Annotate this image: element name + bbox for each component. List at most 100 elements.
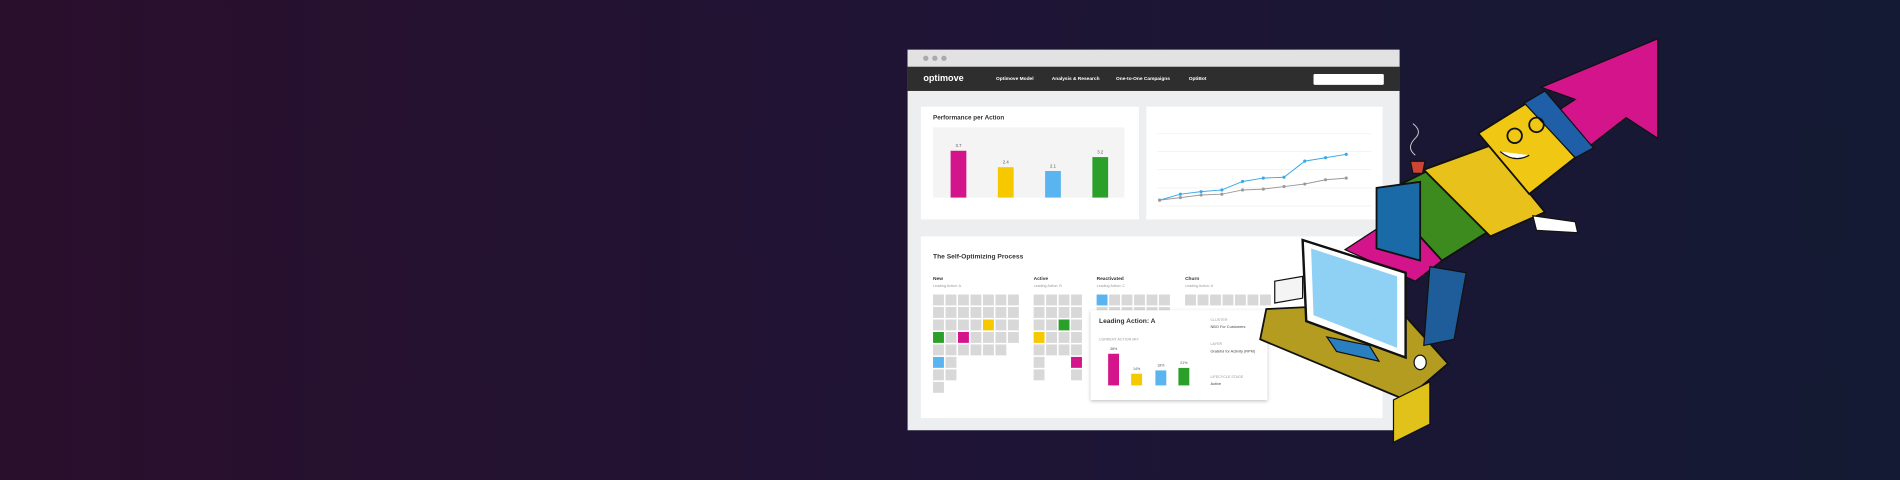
- grid-cell: [995, 307, 1007, 318]
- grid-cell: [945, 319, 957, 331]
- grid-cell: [970, 307, 982, 318]
- trend-point: [1178, 192, 1182, 196]
- grid-cell: [1134, 294, 1145, 306]
- illustration: [1259, 37, 1659, 444]
- field-label: LAYER: [1211, 342, 1223, 346]
- bar: [950, 150, 967, 198]
- grid-cell: [933, 356, 944, 368]
- logo[interactable]: optimove: [923, 73, 963, 83]
- trend-point: [1303, 159, 1307, 163]
- grid-cell: [1197, 294, 1209, 306]
- card-title: The Self-Optimizing Process: [933, 254, 1024, 261]
- field-label: CLUSTER: [1211, 318, 1228, 322]
- grid-cell: [982, 331, 994, 343]
- bar-value: 3.2: [1097, 149, 1104, 154]
- grid-cell: [1058, 319, 1070, 331]
- grid-cell: [1046, 294, 1057, 306]
- grid-cell: [957, 307, 969, 318]
- grid-cell: [1058, 294, 1070, 306]
- steam: [1409, 123, 1419, 156]
- grid-cell: [933, 307, 944, 318]
- grid-cell: [945, 356, 957, 368]
- grid-cell: [933, 294, 944, 306]
- grid-cell: [945, 344, 957, 356]
- nav-item[interactable]: Analysis & Research: [1052, 76, 1100, 82]
- grid-cell: [970, 344, 982, 356]
- bar-value: 2.4: [1003, 159, 1010, 164]
- grid-cell: [945, 294, 957, 306]
- grid-cell: [1058, 344, 1070, 356]
- stage-leading: Leading Action: A: [933, 284, 962, 288]
- keyboard: [1325, 336, 1381, 363]
- trend-point: [1282, 184, 1286, 189]
- trend-point: [1344, 176, 1348, 180]
- grid-cell: [970, 319, 982, 331]
- card-title: Performance per Action: [933, 114, 1004, 121]
- nav-item[interactable]: OptiBot: [1189, 76, 1207, 82]
- field-value: Active: [1211, 381, 1222, 386]
- bar: [1131, 373, 1143, 386]
- bar-value: 18%: [1157, 364, 1165, 368]
- grid-cell: [1159, 294, 1170, 306]
- glasses: [1506, 127, 1523, 144]
- grid-cell: [933, 381, 944, 393]
- nav-item[interactable]: Optimove Model: [996, 76, 1034, 82]
- book: [1375, 180, 1422, 262]
- sleeve: [1532, 215, 1579, 234]
- trend-point: [1199, 190, 1203, 194]
- trend-point: [1344, 152, 1348, 156]
- grid-cell: [982, 319, 994, 331]
- smile: [1499, 151, 1530, 160]
- grid-cell: [945, 369, 957, 381]
- trend-point: [1199, 193, 1203, 197]
- search-box[interactable]: [1313, 73, 1384, 85]
- grid-cell: [1071, 369, 1082, 381]
- torso: [1422, 144, 1547, 238]
- grid-cell: [1185, 294, 1196, 306]
- trend-point: [1158, 198, 1162, 202]
- grid-cell: [1071, 356, 1082, 368]
- bar: [1108, 353, 1120, 386]
- bar-value: 2.1: [1050, 163, 1057, 168]
- grid-cell: [1109, 294, 1121, 306]
- grid-cell: [970, 294, 982, 306]
- stage-leading: Leading Action: B: [1034, 284, 1063, 288]
- mouse: [1413, 354, 1427, 371]
- grid-cell: [1007, 294, 1019, 306]
- stage-name: Active: [1034, 276, 1049, 282]
- grid-cell: [1071, 294, 1082, 306]
- bar: [1092, 157, 1109, 198]
- grid-cell: [1210, 294, 1221, 306]
- bar: [1045, 171, 1061, 198]
- grid-cell: [995, 294, 1007, 306]
- bar: [997, 167, 1014, 198]
- nav-item[interactable]: One-to-One Campaigns: [1116, 76, 1170, 82]
- grid-cell: [995, 331, 1007, 343]
- grid-cell: [1235, 294, 1246, 306]
- field-value: NBO For Customers: [1211, 324, 1246, 329]
- bar: [1178, 367, 1190, 386]
- trend-point: [1220, 192, 1224, 196]
- field-label: LIFECYCLE STAGE: [1211, 375, 1244, 379]
- stage-leading: Leading Action: C: [1097, 284, 1126, 288]
- window-dot: [932, 55, 938, 61]
- glasses: [1528, 116, 1545, 134]
- grid-cell: [1033, 294, 1045, 306]
- trend-point: [1178, 196, 1182, 200]
- grid-cell: [1058, 307, 1070, 318]
- grid-cell: [1033, 344, 1045, 356]
- bar-value: 21%: [1180, 361, 1188, 365]
- popup-label: CURRENT ACTION MIX: [1099, 337, 1139, 341]
- cup: [1409, 160, 1426, 174]
- grid-cell: [1222, 294, 1234, 306]
- hair: [1523, 90, 1595, 159]
- trend-point: [1323, 156, 1328, 160]
- grid-cell: [995, 344, 1007, 356]
- grid-cell: [1007, 331, 1019, 343]
- grid-cell: [1033, 331, 1045, 343]
- title-bar: [907, 49, 1400, 67]
- screen: [1311, 248, 1398, 348]
- grid-cell: [957, 319, 969, 331]
- grid-cell: [1007, 319, 1019, 331]
- stage-leading: Leading Action: A: [1185, 284, 1214, 288]
